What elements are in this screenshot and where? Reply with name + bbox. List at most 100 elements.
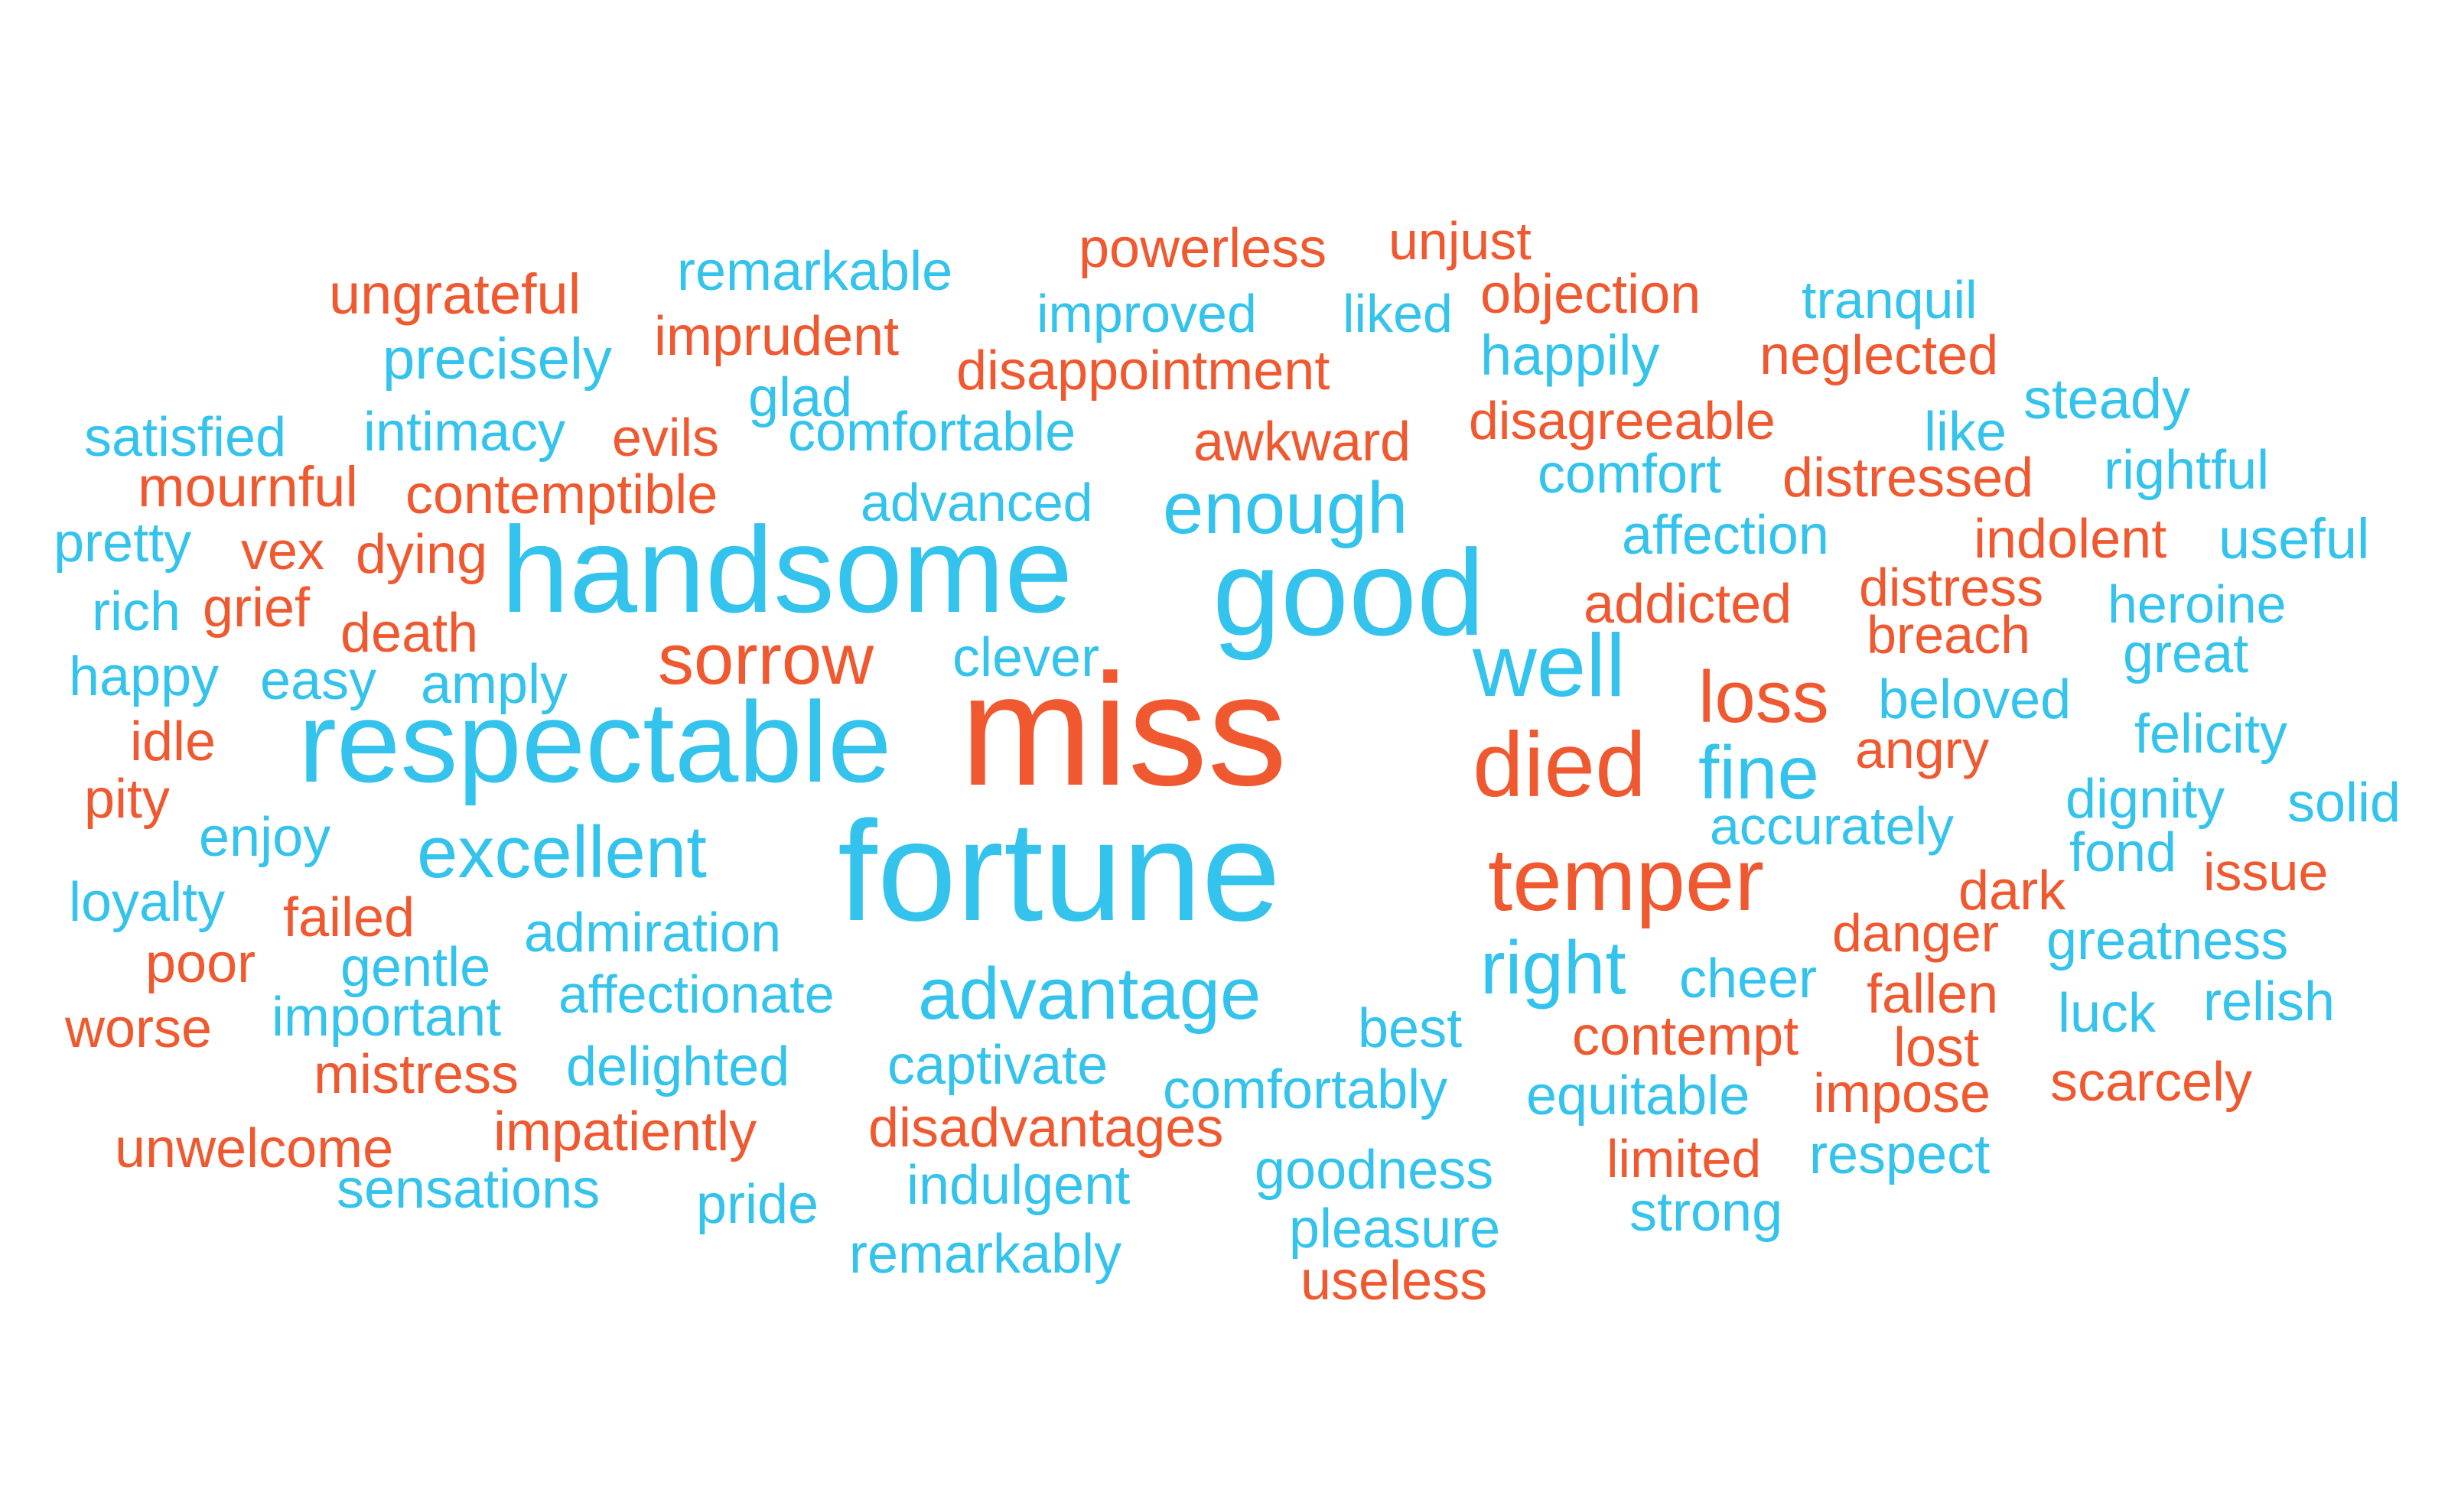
word-cheer: cheer [1679,948,1818,1010]
word-relish: relish [2203,971,2336,1032]
word-mournful: mournful [138,455,358,519]
word-mistress: mistress [314,1044,519,1105]
word-scarcely: scarcely [2050,1052,2253,1113]
word-rightful: rightful [2104,440,2270,501]
word-equitable: equitable [1526,1065,1750,1127]
word-amply: amply [421,654,568,715]
word-greatness: greatness [2046,910,2289,971]
word-vex: vex [241,521,324,580]
word-issue: issue [2203,842,2329,902]
word-good: good [1213,524,1485,661]
word-danger: danger [1832,903,1999,963]
word-pleasure: pleasure [1289,1198,1501,1260]
word-angry: angry [1855,720,1990,779]
word-poor: poor [145,933,256,994]
word-enjoy: enjoy [199,807,331,868]
word-pride: pride [696,1174,819,1235]
word-distress: distress [1859,558,2044,617]
word-strong: strong [1629,1182,1783,1243]
word-fortune: fortune [838,792,1281,951]
word-indolent: indolent [1974,509,2167,570]
word-liked: liked [1343,284,1453,343]
word-remarkable: remarkable [677,241,953,302]
word-sorrow: sorrow [658,619,874,699]
word-idle: idle [130,711,216,772]
word-impose: impose [1813,1063,1991,1124]
word-respectable: respectable [298,678,892,806]
word-solid: solid [2287,772,2401,834]
word-loss: loss [1698,656,1829,738]
word-comfortable: comfortable [788,402,1076,463]
word-affection: affection [1622,505,1829,566]
word-limited: limited [1606,1129,1762,1188]
word-worse: worse [65,998,213,1059]
word-temper: temper [1488,830,1765,929]
word-fallen: fallen [1867,964,1999,1025]
word-unjust: unjust [1388,211,1532,271]
word-indulgent: indulgent [907,1155,1131,1216]
word-distressed: distressed [1782,447,2034,509]
word-gentle: gentle [340,937,491,998]
word-rich: rich [92,581,181,642]
word-right: right [1480,925,1626,1010]
word-dying: dying [356,524,488,585]
word-important: important [272,987,502,1048]
word-fine: fine [1698,730,1820,815]
word-useless: useless [1300,1250,1488,1312]
word-comfort: comfort [1538,444,1722,505]
word-happy: happy [69,646,220,707]
word-excellent: excellent [417,811,707,893]
word-fond: fond [2069,822,2177,883]
word-sensations: sensations [337,1159,601,1220]
word-tranquil: tranquil [1802,270,1978,330]
word-precisely: precisely [382,327,612,392]
word-advantage: advantage [918,953,1261,1035]
word-pity: pity [84,769,171,830]
word-imprudent: imprudent [654,306,900,367]
word-breach: breach [1867,605,2031,665]
word-pretty: pretty [54,512,192,574]
word-accurately: accurately [1710,796,1955,856]
word-affectionate: affectionate [558,964,835,1024]
word-contemptible: contemptible [405,464,718,525]
word-admiration: admiration [524,902,782,964]
word-heroine: heroine [2108,574,2287,634]
word-felicity: felicity [2134,704,2288,765]
word-impatiently: impatiently [493,1101,757,1162]
word-dignity: dignity [2066,769,2225,830]
word-enough: enough [1163,467,1408,549]
word-miss: miss [960,642,1287,819]
word-best: best [1358,998,1463,1059]
word-like: like [1924,402,2007,463]
word-well: well [1473,616,1626,715]
word-died: died [1473,714,1646,816]
word-satisfied: satisfied [84,407,287,468]
word-dark: dark [1958,860,2066,922]
word-contempt: contempt [1572,1006,1799,1067]
word-failed: failed [283,887,415,948]
word-glad: glad [748,367,853,428]
word-luck: luck [2058,983,2157,1044]
word-happily: happily [1480,324,1660,387]
word-improved: improved [1037,284,1257,343]
word-disadvantages: disadvantages [868,1097,1224,1159]
word-comfortably: comfortably [1163,1059,1448,1120]
word-steady: steady [2023,367,2191,431]
word-unwelcome: unwelcome [115,1118,394,1179]
word-easy: easy [260,650,377,711]
word-beloved: beloved [1878,669,2072,730]
word-handsome: handsome [501,501,1073,638]
word-awkward: awkward [1193,411,1411,473]
word-disagreeable: disagreeable [1469,391,1776,450]
word-loyalty: loyalty [69,872,226,933]
word-great: great [2123,623,2249,684]
word-useful: useful [2218,507,2370,571]
word-neglected: neglected [1760,325,1999,386]
word-powerless: powerless [1079,218,1327,279]
word-disappointment: disappointment [956,340,1330,402]
word-ungrateful: ungrateful [329,262,581,326]
word-intimacy: intimacy [363,402,566,463]
word-respect: respect [1809,1124,1991,1185]
word-objection: objection [1480,264,1701,325]
